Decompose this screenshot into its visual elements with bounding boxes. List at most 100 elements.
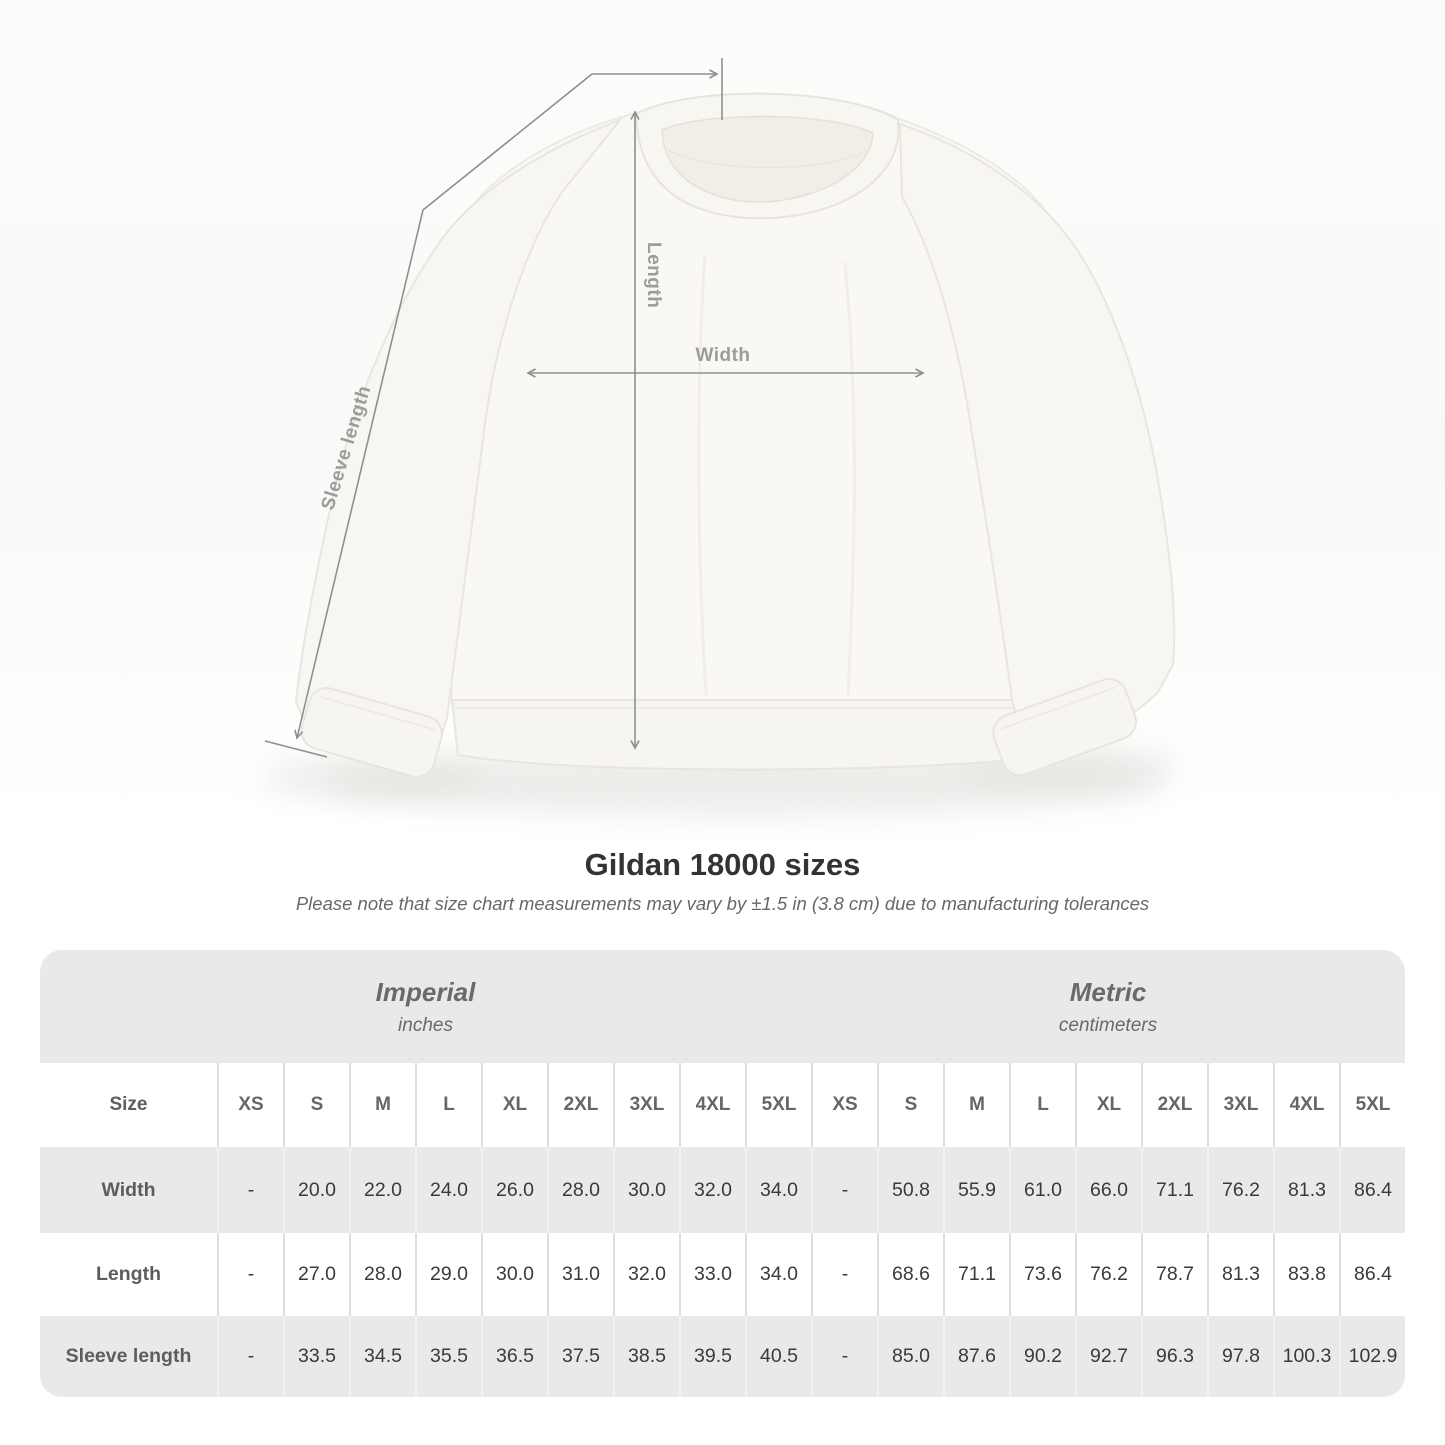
size-col-header-imperial-m: M xyxy=(349,1063,415,1147)
measurement-row-sleeve-length: Sleeve length -33.5 34.5 35.5 36.5 37.5 38.5 39… xyxy=(40,1316,1405,1397)
size-header-row: Size XS S M L XL 2XL 3XL 4XL 5XL XS S M L XL 2XL 3XL 4XL 5… xyxy=(40,1063,1405,1147)
value-cell-metric: - xyxy=(811,1316,877,1397)
value-cell-imperial: 36.5 xyxy=(481,1316,547,1397)
value-cell-imperial: 30.0 xyxy=(481,1233,547,1316)
metric-group-unit: centimeters xyxy=(1058,1014,1158,1036)
value-cell-metric: 87.6 xyxy=(943,1316,1009,1397)
size-col-header-imperial-3xl: 3XL xyxy=(613,1063,679,1147)
value-cell-imperial: 33.0 xyxy=(679,1233,745,1316)
value-cell-imperial: 22.0 xyxy=(349,1147,415,1233)
value-cell-imperial: 26.0 xyxy=(481,1147,547,1233)
left-cuff xyxy=(300,687,443,778)
value-cell-metric: 86.4 xyxy=(1339,1147,1405,1233)
value-cell-imperial: 32.0 xyxy=(679,1147,745,1233)
value-cell-metric: 97.8 xyxy=(1207,1316,1273,1397)
imperial-group-header: Imperial inches xyxy=(40,950,811,1063)
value-cell-metric: 71.1 xyxy=(1141,1147,1207,1233)
value-cell-metric: - xyxy=(811,1233,877,1316)
value-cell-imperial: 40.5 xyxy=(745,1316,811,1397)
size-col-header-metric-xl: XL xyxy=(1075,1063,1141,1147)
sweatshirt-illustration xyxy=(262,58,1178,816)
value-cell-imperial: 33.5 xyxy=(283,1316,349,1397)
width-measurement-label: Width xyxy=(695,345,751,366)
cuff-tick xyxy=(264,740,328,758)
value-cell-metric: 71.1 xyxy=(943,1233,1009,1316)
row-label: Width xyxy=(101,1178,156,1201)
value-cell-metric: 81.3 xyxy=(1207,1233,1273,1316)
value-cell-metric: 61.0 xyxy=(1009,1147,1075,1233)
value-cell-metric: 66.0 xyxy=(1075,1147,1141,1233)
value-cell-imperial: 28.0 xyxy=(349,1233,415,1316)
value-cell-imperial: - xyxy=(217,1316,283,1397)
size-col-header-metric-l: L xyxy=(1009,1063,1075,1147)
product-photo-area: Length Width Sleeve length xyxy=(0,0,1445,845)
metric-group-header: Metric centimeters xyxy=(811,950,1405,1063)
size-col-header-metric-4xl: 4XL xyxy=(1273,1063,1339,1147)
value-cell-metric: 76.2 xyxy=(1207,1147,1273,1233)
value-cell-metric: 92.7 xyxy=(1075,1316,1141,1397)
collar xyxy=(634,92,900,220)
size-col-header-imperial-xs: XS xyxy=(217,1063,283,1147)
value-cell-imperial: 34.0 xyxy=(745,1233,811,1316)
value-cell-imperial: 32.0 xyxy=(613,1233,679,1316)
value-cell-imperial: 20.0 xyxy=(283,1147,349,1233)
value-cell-metric: 86.4 xyxy=(1339,1233,1405,1316)
size-col-header-metric-3xl: 3XL xyxy=(1207,1063,1273,1147)
size-col-header-metric-2xl: 2XL xyxy=(1141,1063,1207,1147)
imperial-group-name: Imperial xyxy=(375,976,476,1007)
sleeve-arrow-diagonal xyxy=(294,73,593,740)
value-cell-metric: 68.6 xyxy=(877,1233,943,1316)
value-cell-metric: - xyxy=(811,1147,877,1233)
value-cell-metric: 78.7 xyxy=(1141,1233,1207,1316)
value-cell-imperial: 39.5 xyxy=(679,1316,745,1397)
value-cell-imperial: 30.0 xyxy=(613,1147,679,1233)
size-col-header-metric-xs: XS xyxy=(811,1063,877,1147)
length-measurement-label: Length xyxy=(643,242,664,309)
value-cell-metric: 100.3 xyxy=(1273,1316,1339,1397)
value-cell-metric: 96.3 xyxy=(1141,1316,1207,1397)
metric-group-name: Metric xyxy=(1069,976,1147,1007)
value-cell-metric: 81.3 xyxy=(1273,1147,1339,1233)
value-cell-imperial: - xyxy=(217,1233,283,1316)
value-cell-imperial: 34.0 xyxy=(745,1147,811,1233)
value-cell-imperial: 31.0 xyxy=(547,1233,613,1316)
size-col-header-imperial-s: S xyxy=(283,1063,349,1147)
right-sleeve xyxy=(898,122,1176,747)
size-col-header-imperial-2xl: 2XL xyxy=(547,1063,613,1147)
unit-group-band: Imperial inches Metric centimeters xyxy=(40,950,1405,1063)
page-title: Gildan 18000 sizes xyxy=(584,847,861,882)
size-table: Imperial inches Metric centimeters Size X… xyxy=(40,950,1405,1397)
size-col-header-imperial-l: L xyxy=(415,1063,481,1147)
size-col-header-imperial-xl: XL xyxy=(481,1063,547,1147)
size-column-header: Size xyxy=(109,1094,148,1115)
size-col-header-imperial-5xl: 5XL xyxy=(745,1063,811,1147)
size-col-header-imperial-4xl: 4XL xyxy=(679,1063,745,1147)
value-cell-imperial: 27.0 xyxy=(283,1233,349,1316)
value-cell-metric: 50.8 xyxy=(877,1147,943,1233)
value-cell-imperial: 38.5 xyxy=(613,1316,679,1397)
row-label: Sleeve length xyxy=(65,1345,192,1367)
value-cell-imperial: 28.0 xyxy=(547,1147,613,1233)
value-cell-metric: 73.6 xyxy=(1009,1233,1075,1316)
value-cell-imperial: 29.0 xyxy=(415,1233,481,1316)
hem-band xyxy=(450,699,1050,771)
size-col-header-metric-5xl: 5XL xyxy=(1339,1063,1405,1147)
caption-block: Gildan 18000 sizes Please note that size… xyxy=(0,846,1445,915)
value-cell-metric: 76.2 xyxy=(1075,1233,1141,1316)
tolerance-note: Please note that size chart measurements… xyxy=(295,893,1150,914)
value-cell-metric: 85.0 xyxy=(877,1316,943,1397)
row-label: Length xyxy=(96,1263,161,1285)
value-cell-metric: 55.9 xyxy=(943,1147,1009,1233)
value-cell-metric: 83.8 xyxy=(1273,1233,1339,1316)
size-grid: Size XS S M L XL 2XL 3XL 4XL 5XL XS S M L XL 2XL 3XL 4XL 5… xyxy=(40,1063,1405,1397)
value-cell-metric: 102.9 xyxy=(1339,1316,1405,1397)
value-cell-imperial: 24.0 xyxy=(415,1147,481,1233)
value-cell-imperial: 37.5 xyxy=(547,1316,613,1397)
right-cuff xyxy=(992,678,1137,777)
value-cell-imperial: 35.5 xyxy=(415,1316,481,1397)
size-col-header-metric-m: M xyxy=(943,1063,1009,1147)
measurement-row-width: Width -20.0 22.0 24.0 26.0 28.0 30.0 32.0 34.0-5… xyxy=(40,1147,1405,1233)
value-cell-metric: 90.2 xyxy=(1009,1316,1075,1397)
measurement-row-length: Length -27.0 28.0 29.0 30.0 31.0 32.0 33.0 34.0-… xyxy=(40,1233,1405,1316)
